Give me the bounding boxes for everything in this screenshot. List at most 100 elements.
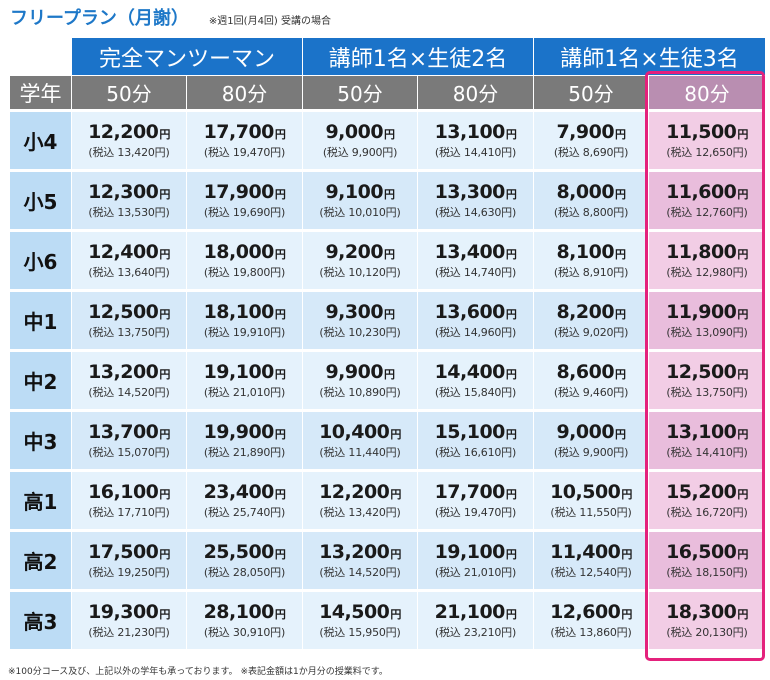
tax-included-price: (税込 21,010円) — [203, 386, 286, 399]
tax-included-price: (税込 13,860円) — [550, 626, 632, 639]
group-header-one-to-one: 完全マンツーマン — [72, 38, 303, 75]
yen-unit: 円 — [159, 488, 170, 501]
tax-included-price: (税込 8,800円) — [553, 206, 629, 219]
yen-unit: 円 — [390, 488, 401, 501]
price-line: 19,100円 — [435, 541, 517, 566]
group-header-one-to-three: 講師1名×生徒3名 — [534, 38, 765, 75]
monthly-price: 11,500 — [666, 121, 737, 143]
price-line: 9,000円 — [325, 121, 395, 146]
yen-unit: 円 — [615, 368, 626, 381]
tax-included-price: (税込 14,740円) — [434, 266, 517, 279]
tax-included-price: (税込 14,630円) — [434, 206, 517, 219]
monthly-price: 28,100 — [203, 601, 275, 623]
monthly-price: 12,600 — [550, 601, 621, 623]
price-line: 9,000円 — [556, 421, 626, 446]
tax-included-price: (税込 19,800円) — [203, 266, 286, 279]
price-cell: 17,500円 (税込 19,250円) — [72, 532, 187, 589]
monthly-price: 23,400 — [203, 481, 275, 503]
grade-cell: 小4 — [10, 112, 72, 169]
duration-header: 80分 — [187, 75, 303, 109]
yen-unit: 円 — [615, 128, 626, 141]
price-cell: 13,200円 (税込 14,520円) — [303, 532, 418, 589]
tax-included-price: (税込 19,470円) — [434, 506, 517, 519]
price-cell: 18,000円 (税込 19,800円) — [187, 232, 303, 289]
tax-included-price: (税込 19,690円) — [203, 206, 286, 219]
tax-included-price: (税込 10,890円) — [319, 386, 401, 399]
price-line: 13,400円 — [435, 241, 517, 266]
yen-unit: 円 — [384, 308, 395, 321]
yen-unit: 円 — [274, 488, 286, 501]
monthly-price: 8,200 — [556, 301, 615, 323]
grade-cell: 高2 — [10, 532, 72, 589]
tax-included-price: (税込 11,440円) — [319, 446, 401, 459]
monthly-price: 17,700 — [203, 121, 275, 143]
yen-unit: 円 — [390, 608, 401, 621]
yen-unit: 円 — [274, 128, 286, 141]
yen-unit: 円 — [159, 548, 170, 561]
price-line: 9,200円 — [325, 241, 395, 266]
price-cell: 11,400円 (税込 12,540円) — [534, 532, 649, 589]
table-row: 高3 19,300円 (税込 21,230円) 28,100円 (税込 30,910円)… — [10, 589, 765, 649]
yen-unit: 円 — [615, 428, 626, 441]
tax-included-price: (税込 20,130円) — [666, 626, 748, 639]
yen-unit: 円 — [390, 428, 401, 441]
tax-included-price: (税込 9,460円) — [553, 386, 629, 399]
price-cell: 12,200円 (税込 13,420円) — [303, 472, 418, 529]
tax-included-price: (税込 19,470円) — [203, 146, 286, 159]
price-cell: 10,400円 (税込 11,440円) — [303, 412, 418, 469]
price-line: 12,200円 — [88, 121, 170, 146]
price-line: 11,900円 — [666, 301, 748, 326]
tax-included-price: (税込 8,910円) — [553, 266, 629, 279]
yen-unit: 円 — [159, 368, 170, 381]
yen-unit: 円 — [737, 608, 748, 621]
price-cell: 18,300円 (税込 20,130円) — [649, 592, 765, 649]
price-line: 11,600円 — [666, 181, 748, 206]
tax-included-price: (税込 15,070円) — [88, 446, 170, 459]
monthly-price: 9,900 — [325, 361, 384, 383]
price-line: 13,100円 — [666, 421, 748, 446]
yen-unit: 円 — [384, 368, 395, 381]
price-line: 12,500円 — [666, 361, 748, 386]
tax-included-price: (税込 12,650円) — [666, 146, 748, 159]
table-row: 小6 12,400円 (税込 13,640円) 18,000円 (税込 19,800円)… — [10, 229, 765, 289]
price-cell: 12,300円 (税込 13,530円) — [72, 172, 187, 229]
price-cell: 11,900円 (税込 13,090円) — [649, 292, 765, 349]
tax-included-price: (税込 14,520円) — [319, 566, 401, 579]
monthly-price: 18,300 — [666, 601, 737, 623]
price-line: 17,500円 — [88, 541, 170, 566]
price-cell: 13,600円 (税込 14,960円) — [418, 292, 534, 349]
tax-included-price: (税込 8,690円) — [553, 146, 629, 159]
tax-included-price: (税込 17,710円) — [88, 506, 170, 519]
monthly-price: 16,500 — [666, 541, 737, 563]
price-cell: 12,200円 (税込 13,420円) — [72, 112, 187, 169]
price-cell: 17,700円 (税込 19,470円) — [187, 112, 303, 169]
price-cell: 12,400円 (税込 13,640円) — [72, 232, 187, 289]
yen-unit: 円 — [505, 368, 517, 381]
price-cell: 16,100円 (税込 17,710円) — [72, 472, 187, 529]
tax-included-price: (税込 13,750円) — [666, 386, 748, 399]
price-cell: 9,300円 (税込 10,230円) — [303, 292, 418, 349]
tax-included-price: (税込 12,980円) — [666, 266, 748, 279]
price-line: 11,400円 — [550, 541, 632, 566]
price-line: 16,100円 — [88, 481, 170, 506]
tax-included-price: (税込 30,910円) — [203, 626, 286, 639]
yen-unit: 円 — [737, 428, 748, 441]
yen-unit: 円 — [505, 608, 517, 621]
monthly-price: 15,100 — [434, 421, 506, 443]
price-cell: 8,600円 (税込 9,460円) — [534, 352, 649, 409]
price-line: 9,100円 — [325, 181, 395, 206]
price-table: 完全マンツーマン 講師1名×生徒2名 講師1名×生徒3名 学年 50分 80分 … — [10, 38, 765, 649]
title-note: ※週1回(月4回) 受講の場合 — [208, 16, 332, 27]
yen-unit: 円 — [737, 128, 748, 141]
price-cell: 7,900円 (税込 8,690円) — [534, 112, 649, 169]
yen-unit: 円 — [159, 428, 170, 441]
price-cell: 14,400円 (税込 15,840円) — [418, 352, 534, 409]
price-cell: 11,800円 (税込 12,980円) — [649, 232, 765, 289]
monthly-price: 11,900 — [666, 301, 737, 323]
yen-unit: 円 — [159, 188, 170, 201]
tax-included-price: (税込 10,230円) — [319, 326, 401, 339]
price-line: 8,600円 — [556, 361, 626, 386]
price-cell: 28,100円 (税込 30,910円) — [187, 592, 303, 649]
price-line: 9,300円 — [325, 301, 395, 326]
price-cell: 13,700円 (税込 15,070円) — [72, 412, 187, 469]
